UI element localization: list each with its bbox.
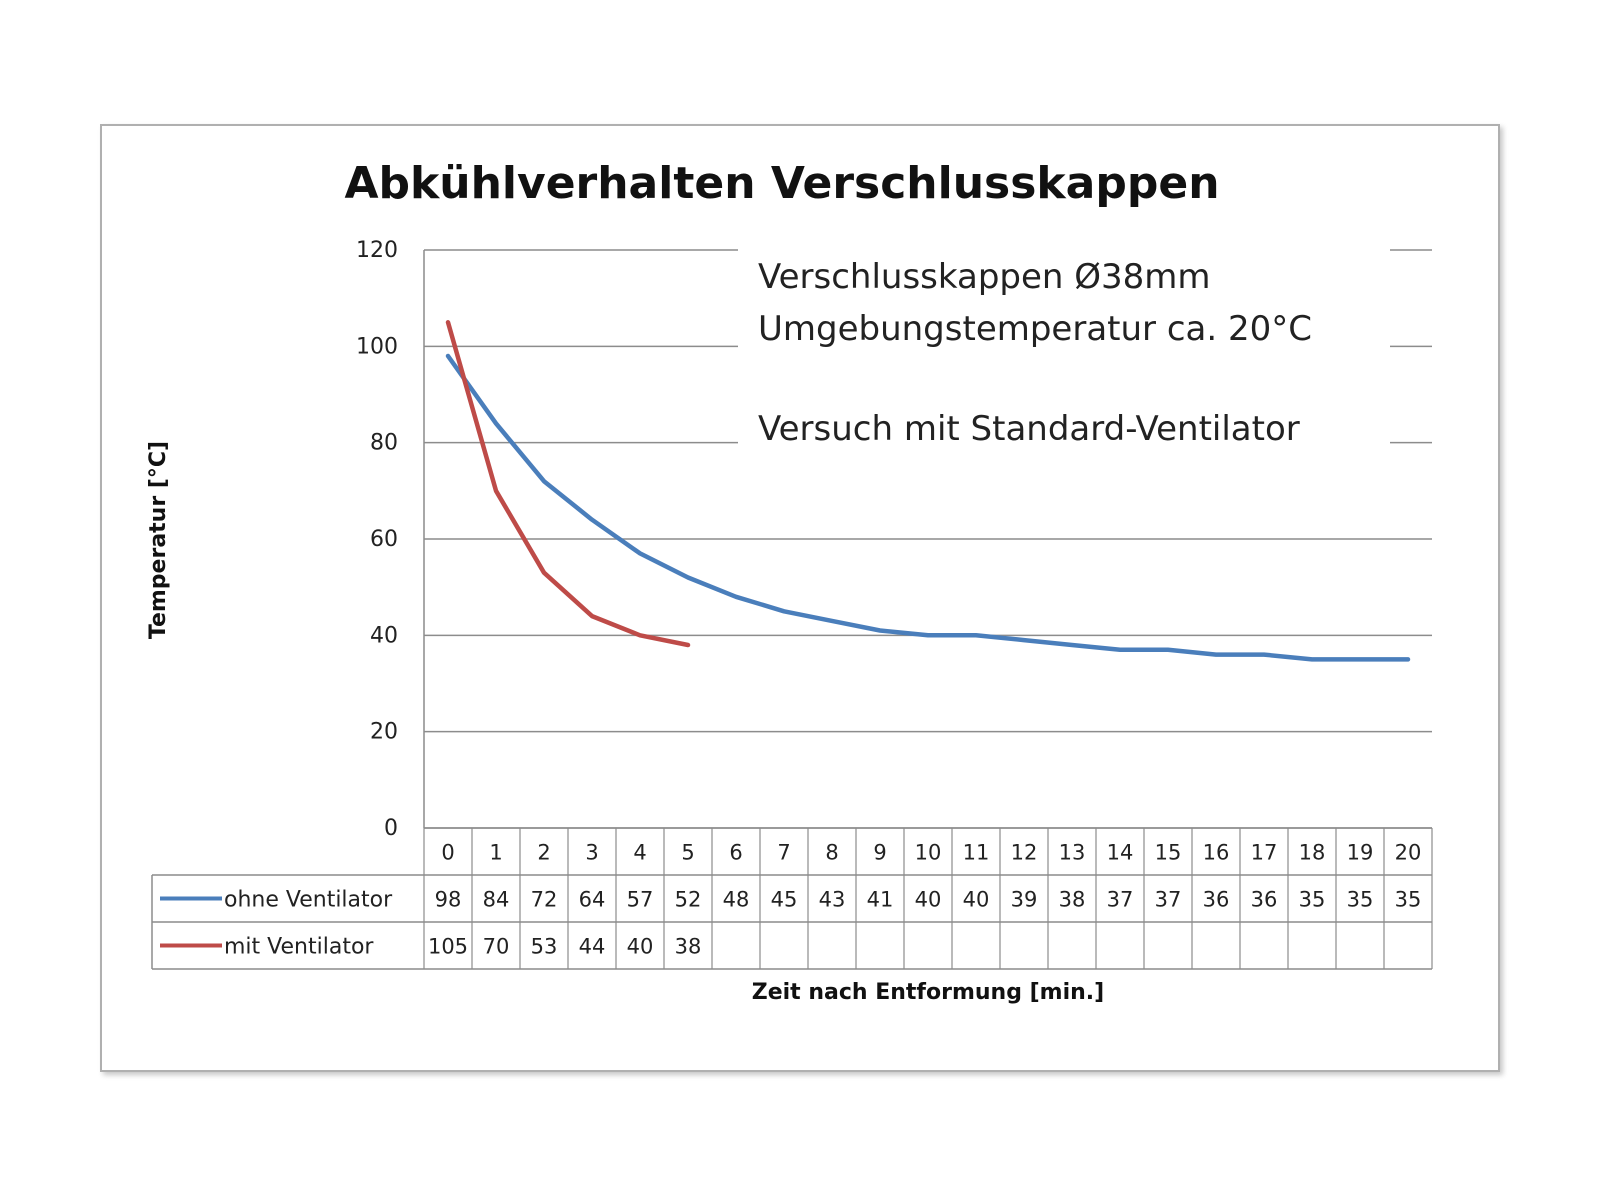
x-tick-label-5: 5 — [681, 841, 694, 865]
data-label-s1-5: 38 — [675, 935, 702, 959]
y-axis-label: Temperatur [°C] — [146, 441, 171, 639]
data-label-s0-11: 40 — [963, 888, 990, 912]
x-tick-label-10: 10 — [915, 841, 942, 865]
data-label-s0-14: 37 — [1107, 888, 1134, 912]
data-label-s0-0: 98 — [435, 888, 462, 912]
data-label-s0-9: 41 — [867, 888, 894, 912]
x-tick-label-0: 0 — [441, 841, 454, 865]
data-label-s0-18: 35 — [1299, 888, 1326, 912]
annotation-ambient-temp: Umgebungstemperatur ca. 20°C — [758, 309, 1312, 349]
chart-frame: 0 20 40 60 80 100 120 0 1 2 3 4 5 6 7 8 9 10 11 12 13 14 15 16… — [100, 124, 1500, 1072]
data-label-s0-20: 35 — [1395, 888, 1422, 912]
x-tick-label-14: 14 — [1107, 841, 1134, 865]
series-line-1 — [445, 320, 691, 648]
x-tick-label-8: 8 — [825, 841, 838, 865]
annotation-backdrop — [738, 244, 1390, 464]
series-line-0 — [445, 353, 1411, 662]
data-label-s0-8: 43 — [819, 888, 846, 912]
x-tick-label-11: 11 — [963, 841, 990, 865]
y-tick-label-80: 80 — [370, 431, 398, 456]
data-label-s1-4: 40 — [627, 935, 654, 959]
annotation-cap-size: Verschlusskappen Ø38mm — [758, 257, 1211, 297]
x-tick-label-17: 17 — [1251, 841, 1278, 865]
x-tick-label-19: 19 — [1347, 841, 1374, 865]
x-tick-label-3: 3 — [585, 841, 598, 865]
data-label-s1-1: 70 — [483, 935, 510, 959]
x-tick-label-1: 1 — [489, 841, 502, 865]
x-tick-label-9: 9 — [873, 841, 886, 865]
y-tick-label-40: 40 — [370, 623, 398, 648]
x-tick-label-2: 2 — [537, 841, 550, 865]
y-tick-label-20: 20 — [370, 720, 398, 745]
data-label-s0-5: 52 — [675, 888, 702, 912]
data-label-s0-6: 48 — [723, 888, 750, 912]
annotation-fan-test: Versuch mit Standard-Ventilator — [758, 409, 1300, 449]
data-label-s1-0: 105 — [428, 935, 468, 959]
x-tick-label-18: 18 — [1299, 841, 1326, 865]
x-tick-label-12: 12 — [1011, 841, 1038, 865]
data-label-s0-7: 45 — [771, 888, 798, 912]
x-tick-label-4: 4 — [633, 841, 646, 865]
data-label-s0-13: 38 — [1059, 888, 1086, 912]
x-tick-label-16: 16 — [1203, 841, 1230, 865]
y-tick-label-120: 120 — [356, 238, 398, 263]
y-tick-label-100: 100 — [356, 334, 398, 359]
x-tick-label-20: 20 — [1395, 841, 1422, 865]
data-label-s1-3: 44 — [579, 935, 606, 959]
legend-label-0: ohne Ventilator — [224, 888, 393, 913]
x-tick-label-15: 15 — [1155, 841, 1182, 865]
data-label-s0-3: 64 — [579, 888, 606, 912]
y-tick-label-0: 0 — [384, 816, 398, 841]
data-label-s1-2: 53 — [531, 935, 558, 959]
x-tick-label-6: 6 — [729, 841, 742, 865]
legend-label-1: mit Ventilator — [224, 935, 374, 960]
x-tick-label-13: 13 — [1059, 841, 1086, 865]
data-label-s0-10: 40 — [915, 888, 942, 912]
data-label-s0-16: 36 — [1203, 888, 1230, 912]
data-label-s0-17: 36 — [1251, 888, 1278, 912]
x-tick-label-7: 7 — [777, 841, 790, 865]
data-label-s0-1: 84 — [483, 888, 510, 912]
data-label-s0-2: 72 — [531, 888, 558, 912]
chart-title: Abkühlverhalten Verschlusskappen — [344, 158, 1219, 209]
x-axis-label: Zeit nach Entformung [min.] — [752, 980, 1104, 1005]
data-label-s0-15: 37 — [1155, 888, 1182, 912]
data-label-s0-19: 35 — [1347, 888, 1374, 912]
data-label-s0-12: 39 — [1011, 888, 1038, 912]
y-tick-label-60: 60 — [370, 527, 398, 552]
data-label-s0-4: 57 — [627, 888, 654, 912]
